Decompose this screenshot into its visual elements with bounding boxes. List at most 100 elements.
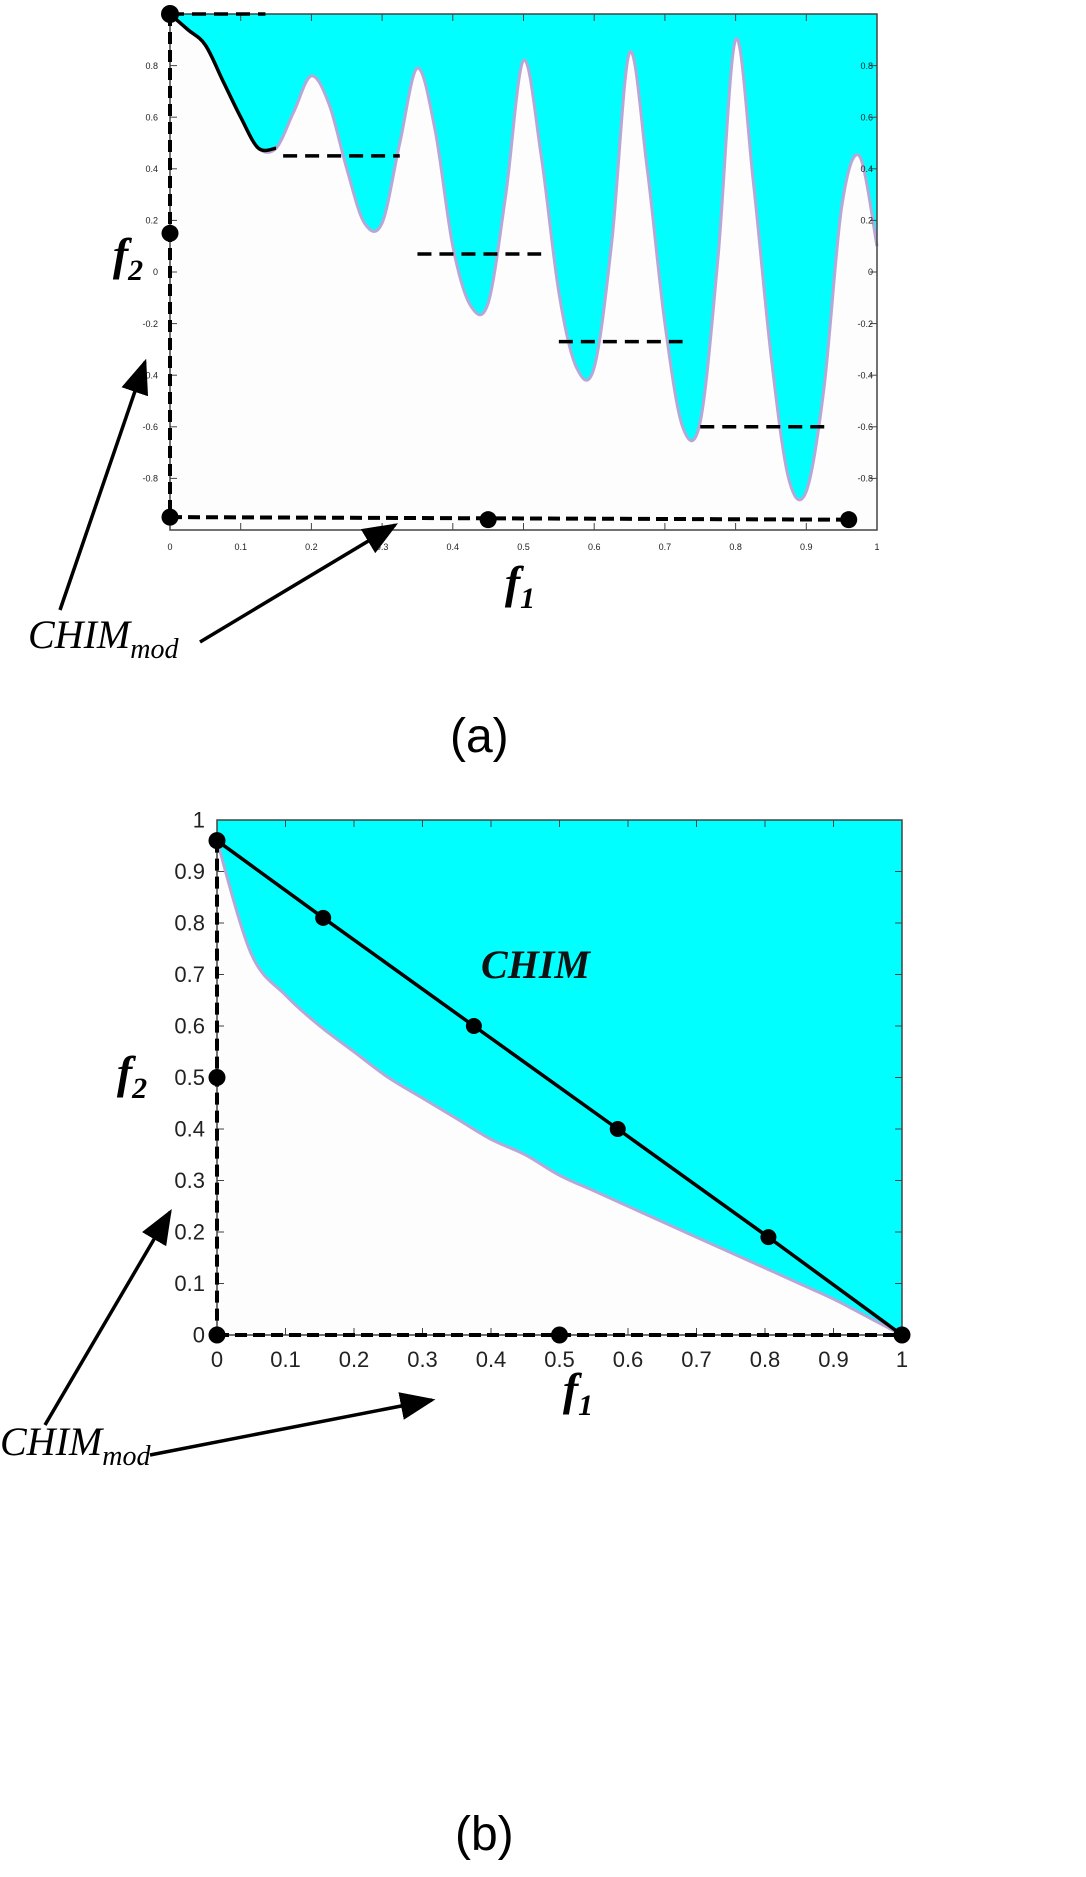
y-tick-label: 0 [153,267,158,277]
x-tick-label: 0.2 [305,542,318,552]
chim-point [609,1121,626,1137]
x-axis-label: f1 [505,557,535,615]
y-tick-label: 0.2 [174,1220,205,1245]
y-tick-label: 0.3 [174,1168,205,1193]
x-tick-label: 1 [874,542,879,552]
chim-mod-horizontal-line [169,515,849,522]
feasible-region-fill [170,14,877,500]
y-tick-label-right: 0.8 [860,61,873,71]
y-axis-label: f2 [113,229,143,287]
x-tick-label: 0 [211,1347,223,1372]
x-tick-label: 0.5 [544,1347,575,1372]
chim-mod-annotation-sub: mod [102,1441,151,1472]
y-tick-label-right: 0.2 [860,216,873,226]
x-axis-label-sub: 1 [520,582,535,615]
chim-mod-point [208,1069,226,1086]
panel-caption: (b) [455,1808,514,1861]
chim-mod-annotation-main: CHIM [0,1419,105,1464]
x-tick-label: 0.7 [659,542,672,552]
pareto-point [161,5,179,23]
chim-mod-annotation: CHIMmod [0,1419,151,1472]
chim-mod-point [893,1326,911,1344]
y-axis-label-var: f [117,1047,137,1098]
x-tick-label: 0.3 [376,542,389,552]
x-axis-label-sub: 1 [578,1389,593,1422]
x-tick-label: 0.5 [517,542,530,552]
x-tick-label: 0.8 [729,542,742,552]
annotation-arrow [43,1208,172,1426]
x-tick-label: 0.9 [818,1347,849,1372]
x-tick-label: 0.7 [681,1347,712,1372]
y-tick-label: 0.5 [174,1065,205,1090]
x-axis-label: f1 [563,1364,593,1422]
chim-line [215,839,904,1337]
y-axis-label-sub: 2 [127,254,143,287]
y-tick-label: -0.8 [142,474,158,484]
chim-mod-point [551,1326,568,1344]
x-tick-label: 0.3 [407,1347,438,1372]
chim-mod-point [208,832,226,850]
x-axis-label-var: f [505,557,525,608]
chim-mod-point [479,511,497,529]
chim-point [465,1018,482,1034]
chim-mod-point [161,508,179,526]
y-tick-label: 0.6 [145,112,158,122]
chim-region-label: CHIM [481,942,591,987]
y-tick-label: 0.4 [174,1117,205,1142]
y-tick-label: 0.4 [145,164,158,174]
y-tick-label-right: -0.6 [857,422,873,432]
x-tick-label: 0.4 [447,542,460,552]
chart-panel-a: 0 0.1 0.2 0.3 0.4 0.5 0.6 0.7 0.8 0.9 1 0.8 0.8 0.6 0.… [28,5,880,763]
boundary-curve [215,840,903,1337]
y-tick-label: 0.6 [174,1014,205,1039]
x-tick-label: 0.4 [476,1347,507,1372]
y-tick-label: 0.2 [145,216,158,226]
x-tick-label: 0.2 [339,1347,370,1372]
chim-point [760,1229,777,1246]
y-tick-label: -0.6 [142,422,158,432]
y-tick-label-right: -0.4 [857,370,873,380]
x-tick-label: 0.6 [588,542,601,552]
annotation-arrow [199,523,399,644]
chim-point [315,909,332,926]
y-tick-label-right: -0.8 [857,474,873,484]
y-axis-label-var: f [113,229,133,280]
x-tick-label: 0.9 [800,542,813,552]
y-tick-label: 0.7 [174,962,205,987]
y-tick-label: 0.1 [174,1271,205,1296]
y-tick-label: 0 [193,1323,205,1348]
y-tick-label: -0.4 [142,370,158,380]
y-tick-label: 0.8 [174,911,205,936]
x-tick-label: 0.6 [613,1347,644,1372]
chart-panel-b: 0 0.1 0.2 0.3 0.4 0.5 0.6 0.7 0.8 0.9 1 0 0.1 0.2 0.3 0… [0,808,911,1861]
chim-mod-annotation-sub: mod [130,634,179,665]
x-tick-label: 0.1 [234,542,247,552]
y-tick-label-right: 0 [868,267,873,277]
y-tick-label: -0.2 [142,319,158,329]
y-tick-label: 0.9 [174,859,205,884]
chim-mod-point [208,1326,226,1344]
boundary-curve [168,12,879,502]
feasible-region-fill [217,820,902,1335]
y-tick-label-right: -0.2 [857,319,873,329]
chim-mod-annotation-main: CHIM [28,612,133,657]
annotation-arrow [58,358,149,611]
y-tick-label: 0.8 [145,61,158,71]
chim-mod-point [840,511,858,529]
panel-caption: (a) [450,710,509,763]
x-tick-label: 1 [896,1347,908,1372]
x-tick-label: 0.8 [750,1347,781,1372]
chim-mod-point [161,224,179,242]
y-axis-label-sub: 2 [131,1072,147,1105]
y-tick-label-right: 0.4 [860,164,873,174]
y-tick-label-right: 0.6 [860,112,873,122]
x-tick-label: 0 [167,542,172,552]
x-axis-label-var: f [563,1364,583,1415]
annotation-arrow [149,1392,436,1457]
y-axis-label: f2 [117,1047,147,1105]
x-tick-label: 0.1 [270,1347,301,1372]
chim-mod-annotation: CHIMmod [28,612,179,665]
pareto-front-segment [168,12,277,153]
y-tick-label: 1 [193,808,205,833]
